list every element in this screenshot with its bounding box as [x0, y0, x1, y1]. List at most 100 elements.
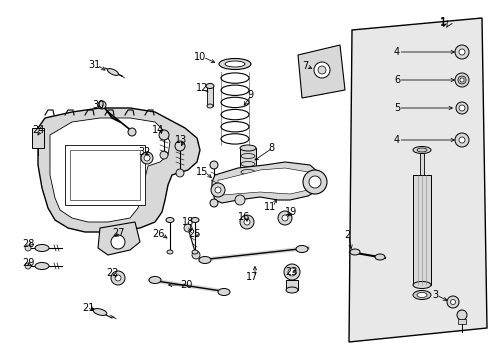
Bar [457, 319, 465, 324]
Ellipse shape [349, 249, 359, 255]
Text: 10: 10 [194, 52, 206, 62]
Circle shape [282, 215, 287, 221]
Circle shape [303, 170, 326, 194]
Circle shape [449, 300, 454, 305]
Text: 28: 28 [22, 239, 34, 249]
Circle shape [183, 224, 192, 232]
Ellipse shape [167, 250, 173, 254]
Circle shape [240, 215, 253, 229]
Bar [285, 280, 297, 290]
Ellipse shape [192, 250, 198, 254]
Text: 16: 16 [238, 212, 250, 222]
Text: 25: 25 [187, 229, 200, 239]
Bar [419, 152, 423, 182]
Circle shape [25, 245, 31, 251]
Ellipse shape [107, 69, 118, 75]
Ellipse shape [285, 287, 297, 293]
Text: 17: 17 [245, 272, 258, 282]
Bar [65, 145, 145, 205]
Circle shape [287, 268, 295, 276]
Text: 20: 20 [180, 280, 192, 290]
Text: 32: 32 [138, 147, 150, 157]
Bar [206, 86, 213, 106]
Ellipse shape [199, 256, 210, 264]
Ellipse shape [224, 61, 244, 67]
Text: 22: 22 [106, 268, 118, 278]
Text: 30: 30 [92, 100, 104, 110]
Bar [70, 150, 140, 200]
Circle shape [115, 275, 121, 281]
Circle shape [215, 187, 221, 193]
Text: 21: 21 [82, 303, 94, 313]
Text: 19: 19 [285, 207, 297, 217]
Circle shape [459, 78, 463, 82]
Ellipse shape [219, 58, 250, 69]
Text: 11: 11 [264, 202, 276, 212]
Text: 8: 8 [267, 143, 274, 153]
Ellipse shape [191, 217, 199, 222]
Circle shape [278, 211, 291, 225]
Ellipse shape [412, 291, 430, 300]
Ellipse shape [218, 288, 229, 296]
Text: 26: 26 [152, 229, 164, 239]
Circle shape [454, 133, 468, 147]
Text: 4: 4 [393, 47, 399, 57]
Circle shape [455, 102, 467, 114]
Text: 31: 31 [88, 60, 100, 70]
Text: 1: 1 [439, 17, 446, 27]
Ellipse shape [240, 145, 256, 151]
Ellipse shape [149, 276, 161, 284]
Circle shape [209, 199, 218, 207]
Circle shape [244, 219, 249, 225]
Text: 27: 27 [112, 228, 124, 238]
Text: 2: 2 [343, 230, 349, 240]
Circle shape [111, 271, 125, 285]
Circle shape [192, 251, 200, 259]
Ellipse shape [412, 282, 430, 288]
Ellipse shape [205, 84, 214, 89]
Bar [240, 148, 256, 180]
Ellipse shape [206, 104, 213, 108]
Polygon shape [38, 108, 200, 232]
Circle shape [176, 169, 183, 177]
Text: 4: 4 [393, 135, 399, 145]
Text: 9: 9 [246, 90, 253, 100]
Ellipse shape [416, 292, 426, 297]
Text: 18: 18 [182, 217, 194, 227]
Circle shape [128, 128, 136, 136]
Text: 23: 23 [285, 267, 297, 277]
Circle shape [454, 45, 468, 59]
Polygon shape [98, 222, 140, 255]
Circle shape [454, 73, 468, 87]
Circle shape [141, 152, 153, 164]
Bar [32, 128, 44, 148]
Circle shape [458, 105, 464, 111]
Circle shape [160, 151, 168, 159]
Text: 14: 14 [152, 125, 164, 135]
Bar [412, 175, 430, 285]
Ellipse shape [295, 246, 307, 252]
Ellipse shape [240, 177, 256, 183]
Circle shape [175, 141, 184, 151]
Circle shape [25, 263, 31, 269]
Ellipse shape [35, 244, 49, 252]
Ellipse shape [165, 217, 174, 222]
Polygon shape [297, 45, 345, 98]
Circle shape [458, 49, 464, 55]
Ellipse shape [93, 309, 106, 315]
Ellipse shape [416, 148, 426, 152]
Text: 12: 12 [196, 83, 208, 93]
Text: 5: 5 [393, 103, 400, 113]
Polygon shape [212, 162, 321, 203]
Text: 6: 6 [393, 75, 399, 85]
Text: 3: 3 [431, 290, 437, 300]
Circle shape [308, 176, 320, 188]
Circle shape [98, 101, 106, 109]
Circle shape [446, 296, 458, 308]
Polygon shape [218, 168, 314, 195]
Circle shape [317, 66, 325, 74]
Text: 1: 1 [439, 18, 445, 28]
Ellipse shape [412, 147, 430, 153]
Circle shape [456, 310, 466, 320]
Text: 13: 13 [175, 135, 187, 145]
